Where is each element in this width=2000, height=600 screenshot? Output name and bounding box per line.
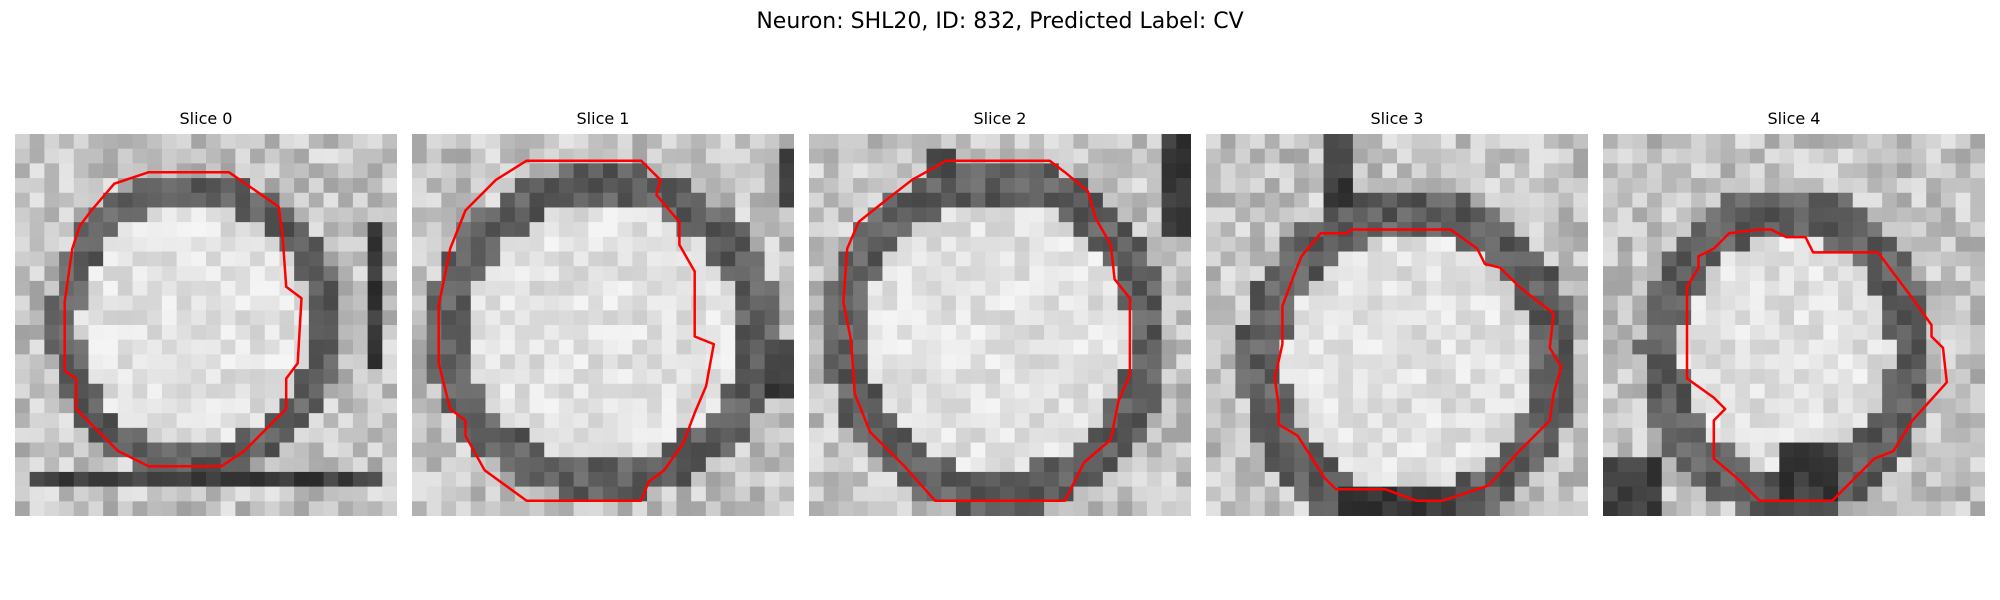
slice-panel-3: Slice 3 <box>1206 109 1588 516</box>
slice-title-4: Slice 4 <box>1767 109 1821 128</box>
slice-panel-4: Slice 4 <box>1603 109 1985 516</box>
slice-image-2 <box>809 134 1191 516</box>
slice-panel-1: Slice 1 <box>412 109 794 516</box>
slice-title-2: Slice 2 <box>973 109 1027 128</box>
slice-panel-0: Slice 0 <box>15 109 397 516</box>
segmentation-contour <box>437 159 716 502</box>
slice-image-3 <box>1206 134 1588 516</box>
slice-image-1 <box>412 134 794 516</box>
slice-panel-2: Slice 2 <box>809 109 1191 516</box>
slice-title-1: Slice 1 <box>576 109 630 128</box>
slice-title-0: Slice 0 <box>179 109 233 128</box>
figure-title: Neuron: SHL20, ID: 832, Predicted Label:… <box>756 9 1244 34</box>
segmentation-contour <box>842 159 1132 502</box>
segmentation-contour <box>1273 228 1563 502</box>
segmentation-contour <box>1685 228 1949 502</box>
slice-title-3: Slice 3 <box>1370 109 1424 128</box>
slice-image-4 <box>1603 134 1985 516</box>
slice-image-0 <box>15 134 397 516</box>
segmentation-contour <box>63 170 303 468</box>
